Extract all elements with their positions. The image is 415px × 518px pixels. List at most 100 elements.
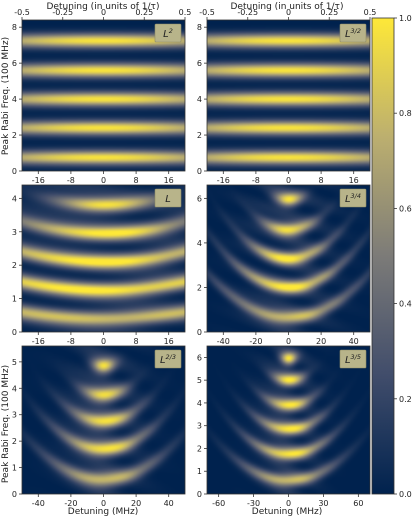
label-box	[154, 349, 182, 369]
x-tick-label: 16	[164, 337, 174, 346]
x-tick-label: -16	[32, 337, 45, 346]
x-tick-label: 40	[349, 337, 359, 346]
y-tick-label: 0	[197, 490, 202, 499]
y-tick-label: 1	[197, 467, 202, 476]
heatmap-image	[22, 346, 185, 494]
x-tick-label: -20	[64, 499, 77, 508]
y-tick-label: 2	[12, 131, 17, 140]
label-box	[339, 349, 367, 369]
y-tick-label: 2	[197, 444, 202, 453]
x-tick-label: 0	[101, 176, 106, 185]
x-tick-label: 0	[286, 176, 291, 185]
y-tick-label: 6	[197, 59, 202, 68]
x-tick-label: 8	[319, 176, 324, 185]
heatmap-image	[22, 20, 185, 171]
panel-5: -40 -20 0 20 40 0 1 2 3 4 5 L2/3	[12, 345, 186, 508]
y-tick-label: 1	[12, 464, 17, 473]
x-tick-label: 0	[286, 499, 291, 508]
panel-label: L3/5	[339, 349, 367, 369]
x-tick-label: -40	[32, 499, 45, 508]
x-tick-label: -8	[252, 176, 260, 185]
x-tick-label: 40	[164, 499, 174, 508]
colorbar-tick-label: 0.0	[399, 490, 412, 499]
top-tick-label: 0	[101, 8, 106, 17]
heatmap-image	[22, 185, 185, 332]
y-tick-label: 0	[197, 328, 202, 337]
x-tick-label: -40	[217, 337, 230, 346]
panel-4: -40 -20 0 20 40 0 2 4 6 L3/4	[197, 184, 371, 346]
panel-label: L2	[154, 23, 182, 43]
y-tick-label: 6	[12, 59, 17, 68]
y-tick-label: 2	[12, 261, 17, 270]
y-tick-label: 4	[12, 384, 17, 393]
panel-6: -60 -30 0 30 60 0 1 2 3 4 5 6 L3/5	[197, 345, 371, 508]
y-axis-label-bottom: Peak Rabi Freq. (100 MHz)	[1, 365, 11, 483]
top-tick-label: -0.5	[199, 8, 215, 17]
x-axis-label-left: Detuning (MHz)	[68, 507, 138, 517]
x-tick-label: 30	[318, 499, 328, 508]
y-tick-label: 5	[12, 358, 17, 367]
x-tick-label: 8	[134, 176, 139, 185]
x-tick-label: -16	[217, 176, 230, 185]
top-tick-label: 0.5	[179, 8, 192, 17]
colorbar-tick-label: 0.2	[399, 395, 412, 404]
colorbar-gradient	[371, 17, 395, 495]
x-tick-label: 0	[286, 337, 291, 346]
label-text: L3/5	[345, 353, 361, 366]
y-tick-label: 0	[197, 167, 202, 176]
x-tick-label: -8	[67, 176, 75, 185]
heatmap-image	[207, 185, 370, 332]
x-tick-label: -60	[212, 499, 225, 508]
y-tick-label: 3	[12, 411, 17, 420]
label-text: L2/3	[160, 353, 176, 366]
y-tick-label: 2	[197, 131, 202, 140]
label-text: L	[165, 194, 171, 205]
label-box	[154, 188, 182, 208]
x-axis-label-right: Detuning (MHz)	[252, 507, 322, 517]
y-tick-label: 8	[197, 23, 202, 32]
x-tick-label: 16	[164, 176, 174, 185]
panel-2: -16 -8 0 8 16 0 2 4 6 8 -0.5 -0.25 0 0.25 0.5 L3/2	[197, 8, 376, 185]
x-tick-label: 16	[349, 176, 359, 185]
y-tick-label: 0	[12, 328, 17, 337]
x-tick-label: -16	[32, 176, 45, 185]
top-tick-label: 0.25	[320, 8, 338, 17]
x-tick-label: -8	[67, 337, 75, 346]
label-box	[154, 23, 182, 43]
y-tick-label: 4	[12, 95, 17, 104]
y-axis-label-top: Peak Rabi Freq. (100 MHz)	[1, 37, 11, 155]
top-tick-label: -0.25	[52, 8, 73, 17]
y-tick-label: 2	[12, 437, 17, 446]
y-tick-label: 5	[197, 376, 202, 385]
y-tick-label: 8	[12, 23, 17, 32]
y-tick-label: 1	[12, 295, 17, 304]
top-axis-label-left: Detuning (in units of 1/τ)	[47, 2, 160, 12]
panel-3: -16 -8 0 8 16 0 1 2 3 4 L	[12, 184, 186, 346]
heatmap-image	[207, 20, 370, 171]
panel-label: L2/3	[154, 349, 182, 369]
panel-label: L3/2	[339, 23, 367, 43]
heatmap-image	[207, 346, 370, 494]
x-tick-label: 0	[101, 499, 106, 508]
y-tick-label: 4	[197, 239, 202, 248]
y-tick-label: 4	[197, 95, 202, 104]
top-tick-label: 0	[286, 8, 291, 17]
colorbar: 0.0 0.2 0.4 0.6 0.8 1.0	[371, 14, 412, 499]
top-axis-label-right: Detuning (in units of 1/τ)	[231, 2, 344, 12]
y-tick-label: 4	[197, 399, 202, 408]
y-tick-label: 6	[197, 353, 202, 362]
x-tick-label: 60	[353, 499, 363, 508]
top-tick-label: 0.25	[135, 8, 153, 17]
y-tick-label: 4	[12, 194, 17, 203]
x-tick-label: 20	[131, 499, 141, 508]
label-text: L2	[163, 27, 173, 40]
top-tick-label: -0.5	[14, 8, 30, 17]
x-tick-label: -20	[249, 337, 262, 346]
x-tick-label: 20	[316, 337, 326, 346]
y-tick-label: 3	[12, 228, 17, 237]
x-tick-label: -30	[247, 499, 260, 508]
label-box	[339, 23, 367, 43]
y-tick-label: 0	[12, 167, 17, 176]
top-tick-label: -0.25	[237, 8, 258, 17]
